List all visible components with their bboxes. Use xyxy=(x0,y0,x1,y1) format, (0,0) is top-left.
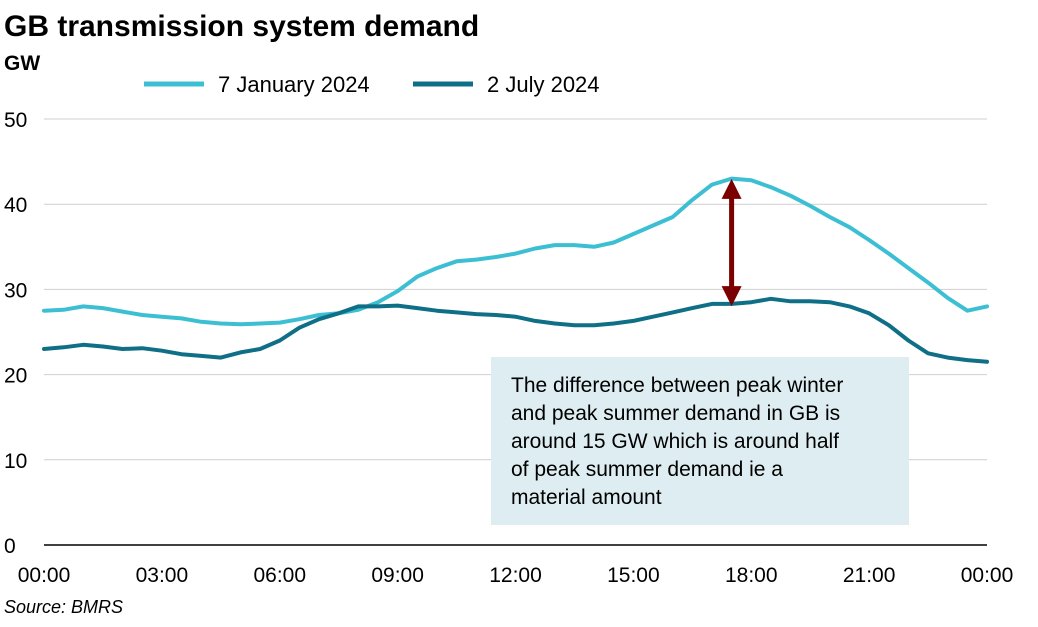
y-tick-label: 20 xyxy=(4,365,27,388)
x-axis-ticks: 00:00 03:00 06:00 09:00 12:00 15:00 18:00 21:00… xyxy=(18,564,1014,587)
x-tick-label: 12:00 xyxy=(489,564,542,587)
x-tick-label: 15:00 xyxy=(607,564,660,587)
y-tick-label: 0 xyxy=(4,535,16,558)
y-axis-unit: GW xyxy=(4,52,40,75)
annotation-line-2: and peak summer demand in GB is xyxy=(511,402,840,425)
annotation-line-5: material amount xyxy=(511,486,662,509)
y-tick-label: 40 xyxy=(4,194,27,217)
y-tick-label: 30 xyxy=(4,279,27,302)
y-tick-label: 50 xyxy=(4,109,27,132)
x-tick-label: 06:00 xyxy=(253,564,306,587)
series-line-july xyxy=(42,296,989,364)
series-line-january xyxy=(42,176,989,327)
legend: 7 January 2024 2 July 2024 xyxy=(144,72,600,97)
x-tick-label: 18:00 xyxy=(725,564,778,587)
legend-label-january: 7 January 2024 xyxy=(218,72,370,97)
y-axis-ticks: 0 10 20 30 40 50 xyxy=(4,109,27,558)
x-tick-label: 03:00 xyxy=(136,564,189,587)
annotation-box: The difference between peak winter and p… xyxy=(491,357,909,525)
y-tick-label: 10 xyxy=(4,450,27,473)
chart-title: GB transmission system demand xyxy=(4,10,479,43)
annotation-line-4: of peak summer demand ie a xyxy=(511,458,783,481)
annotation-line-3: around 15 GW which is around half xyxy=(511,430,839,453)
x-tick-label: 00:00 xyxy=(961,564,1014,587)
annotation-background xyxy=(491,357,909,525)
annotation-line-1: The difference between peak winter xyxy=(511,374,843,397)
x-tick-label: 09:00 xyxy=(371,564,424,587)
series-layer xyxy=(42,176,989,364)
x-tick-label: 21:00 xyxy=(843,564,896,587)
source-note: Source: BMRS xyxy=(4,597,123,617)
legend-label-july: 2 July 2024 xyxy=(487,72,600,97)
x-tick-label: 00:00 xyxy=(18,564,71,587)
